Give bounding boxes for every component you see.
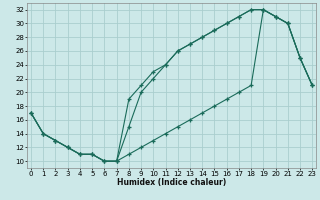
X-axis label: Humidex (Indice chaleur): Humidex (Indice chaleur) (117, 178, 226, 187)
